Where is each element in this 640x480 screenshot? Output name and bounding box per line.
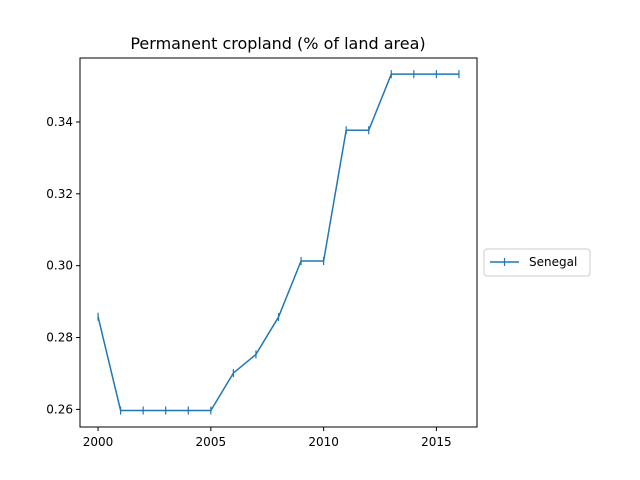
- x-tick-label: 2000: [83, 435, 114, 449]
- plot-series-layer: [97, 70, 460, 415]
- y-tick-label: 0.30: [46, 259, 73, 273]
- y-tick-label: 0.26: [46, 402, 73, 416]
- series-line-senegal: [97, 73, 459, 412]
- legend: Senegal: [483, 248, 591, 277]
- x-axis: 2000 2005 2010 2015: [83, 427, 452, 449]
- x-tick-label: 2005: [196, 435, 227, 449]
- y-axis: 0.26 0.28 0.30 0.32 0.34: [46, 115, 80, 416]
- legend-label-senegal: Senegal: [529, 255, 577, 269]
- chart-title: Permanent cropland (% of land area): [130, 34, 425, 53]
- x-tick-label: 2010: [308, 435, 339, 449]
- legend-box: [483, 248, 591, 277]
- y-tick-label: 0.32: [46, 187, 73, 201]
- y-tick-label: 0.28: [46, 331, 73, 345]
- plot-frame: [79, 57, 478, 428]
- y-tick-label: 0.34: [46, 115, 73, 129]
- x-tick-label: 2015: [421, 435, 452, 449]
